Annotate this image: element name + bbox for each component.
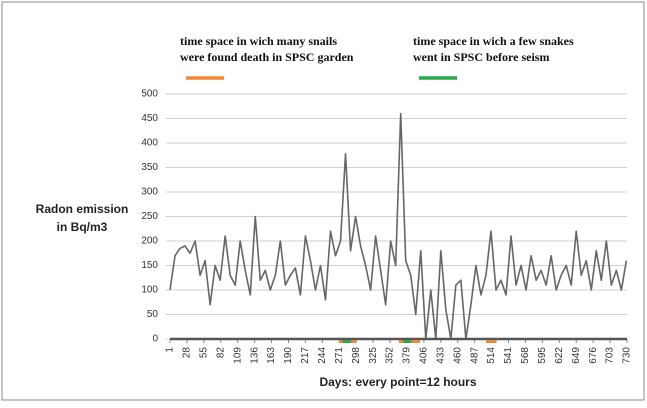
x-tick-label: 163 xyxy=(266,347,277,364)
y-tick-label: 500 xyxy=(141,89,158,100)
y-axis-label: in Bq/m3 xyxy=(57,220,108,234)
x-tick-label: 55 xyxy=(198,347,209,359)
y-tick-label: 400 xyxy=(141,138,158,149)
time-span xyxy=(485,340,497,343)
x-tick-label: 379 xyxy=(402,347,413,364)
x-tick-label: 595 xyxy=(537,347,548,364)
annotation: time space in wich many snails xyxy=(180,34,337,48)
x-tick-label: 676 xyxy=(588,347,599,364)
y-axis-label: Radon emission xyxy=(36,202,129,216)
y-tick-label: 50 xyxy=(147,309,159,320)
x-tick-label: 298 xyxy=(351,347,362,364)
x-tick-label: 271 xyxy=(334,347,345,364)
data-line xyxy=(169,112,628,340)
annotation: time space in wich a few snakes xyxy=(413,34,574,48)
x-tick-label: 460 xyxy=(452,347,463,364)
y-tick-label: 100 xyxy=(141,285,158,296)
x-tick-label: 433 xyxy=(435,347,446,364)
time-span xyxy=(342,340,352,343)
x-tick-label: 514 xyxy=(486,347,497,364)
x-tick-label: 190 xyxy=(283,347,294,364)
y-tick-label: 200 xyxy=(141,236,158,247)
x-tick-label: 487 xyxy=(469,347,480,364)
x-tick-label: 217 xyxy=(300,347,311,364)
x-tick-label: 622 xyxy=(554,347,565,364)
x-axis-label: Days: every point=12 hours xyxy=(319,375,476,389)
x-tick-label: 541 xyxy=(503,347,514,364)
y-tick-label: 0 xyxy=(152,334,158,345)
x-tick-label: 1 xyxy=(165,347,176,353)
y-tick-label: 150 xyxy=(141,260,158,271)
y-tick-label: 300 xyxy=(141,187,158,198)
y-tick-label: 450 xyxy=(141,113,158,124)
x-tick-label: 649 xyxy=(571,347,582,364)
time-span xyxy=(403,340,412,343)
x-tick-label: 352 xyxy=(385,347,396,364)
y-tick-label: 350 xyxy=(141,162,158,173)
y-tick-label: 250 xyxy=(141,211,158,222)
x-tick-label: 28 xyxy=(182,347,193,359)
x-tick-label: 406 xyxy=(419,347,430,364)
x-tick-label: 136 xyxy=(249,347,260,364)
x-tick-label: 244 xyxy=(317,347,328,364)
x-tick-label: 568 xyxy=(520,347,531,364)
annotation: went in SPSC before seism xyxy=(413,50,549,64)
x-tick-label: 730 xyxy=(622,347,633,364)
x-tick-label: 109 xyxy=(232,347,243,364)
x-tick-label: 325 xyxy=(368,347,379,364)
x-tick-label: 82 xyxy=(215,347,226,359)
x-tick-label: 703 xyxy=(605,347,616,364)
annotation: were found death in SPSC garden xyxy=(180,50,354,64)
frame xyxy=(1,1,645,401)
